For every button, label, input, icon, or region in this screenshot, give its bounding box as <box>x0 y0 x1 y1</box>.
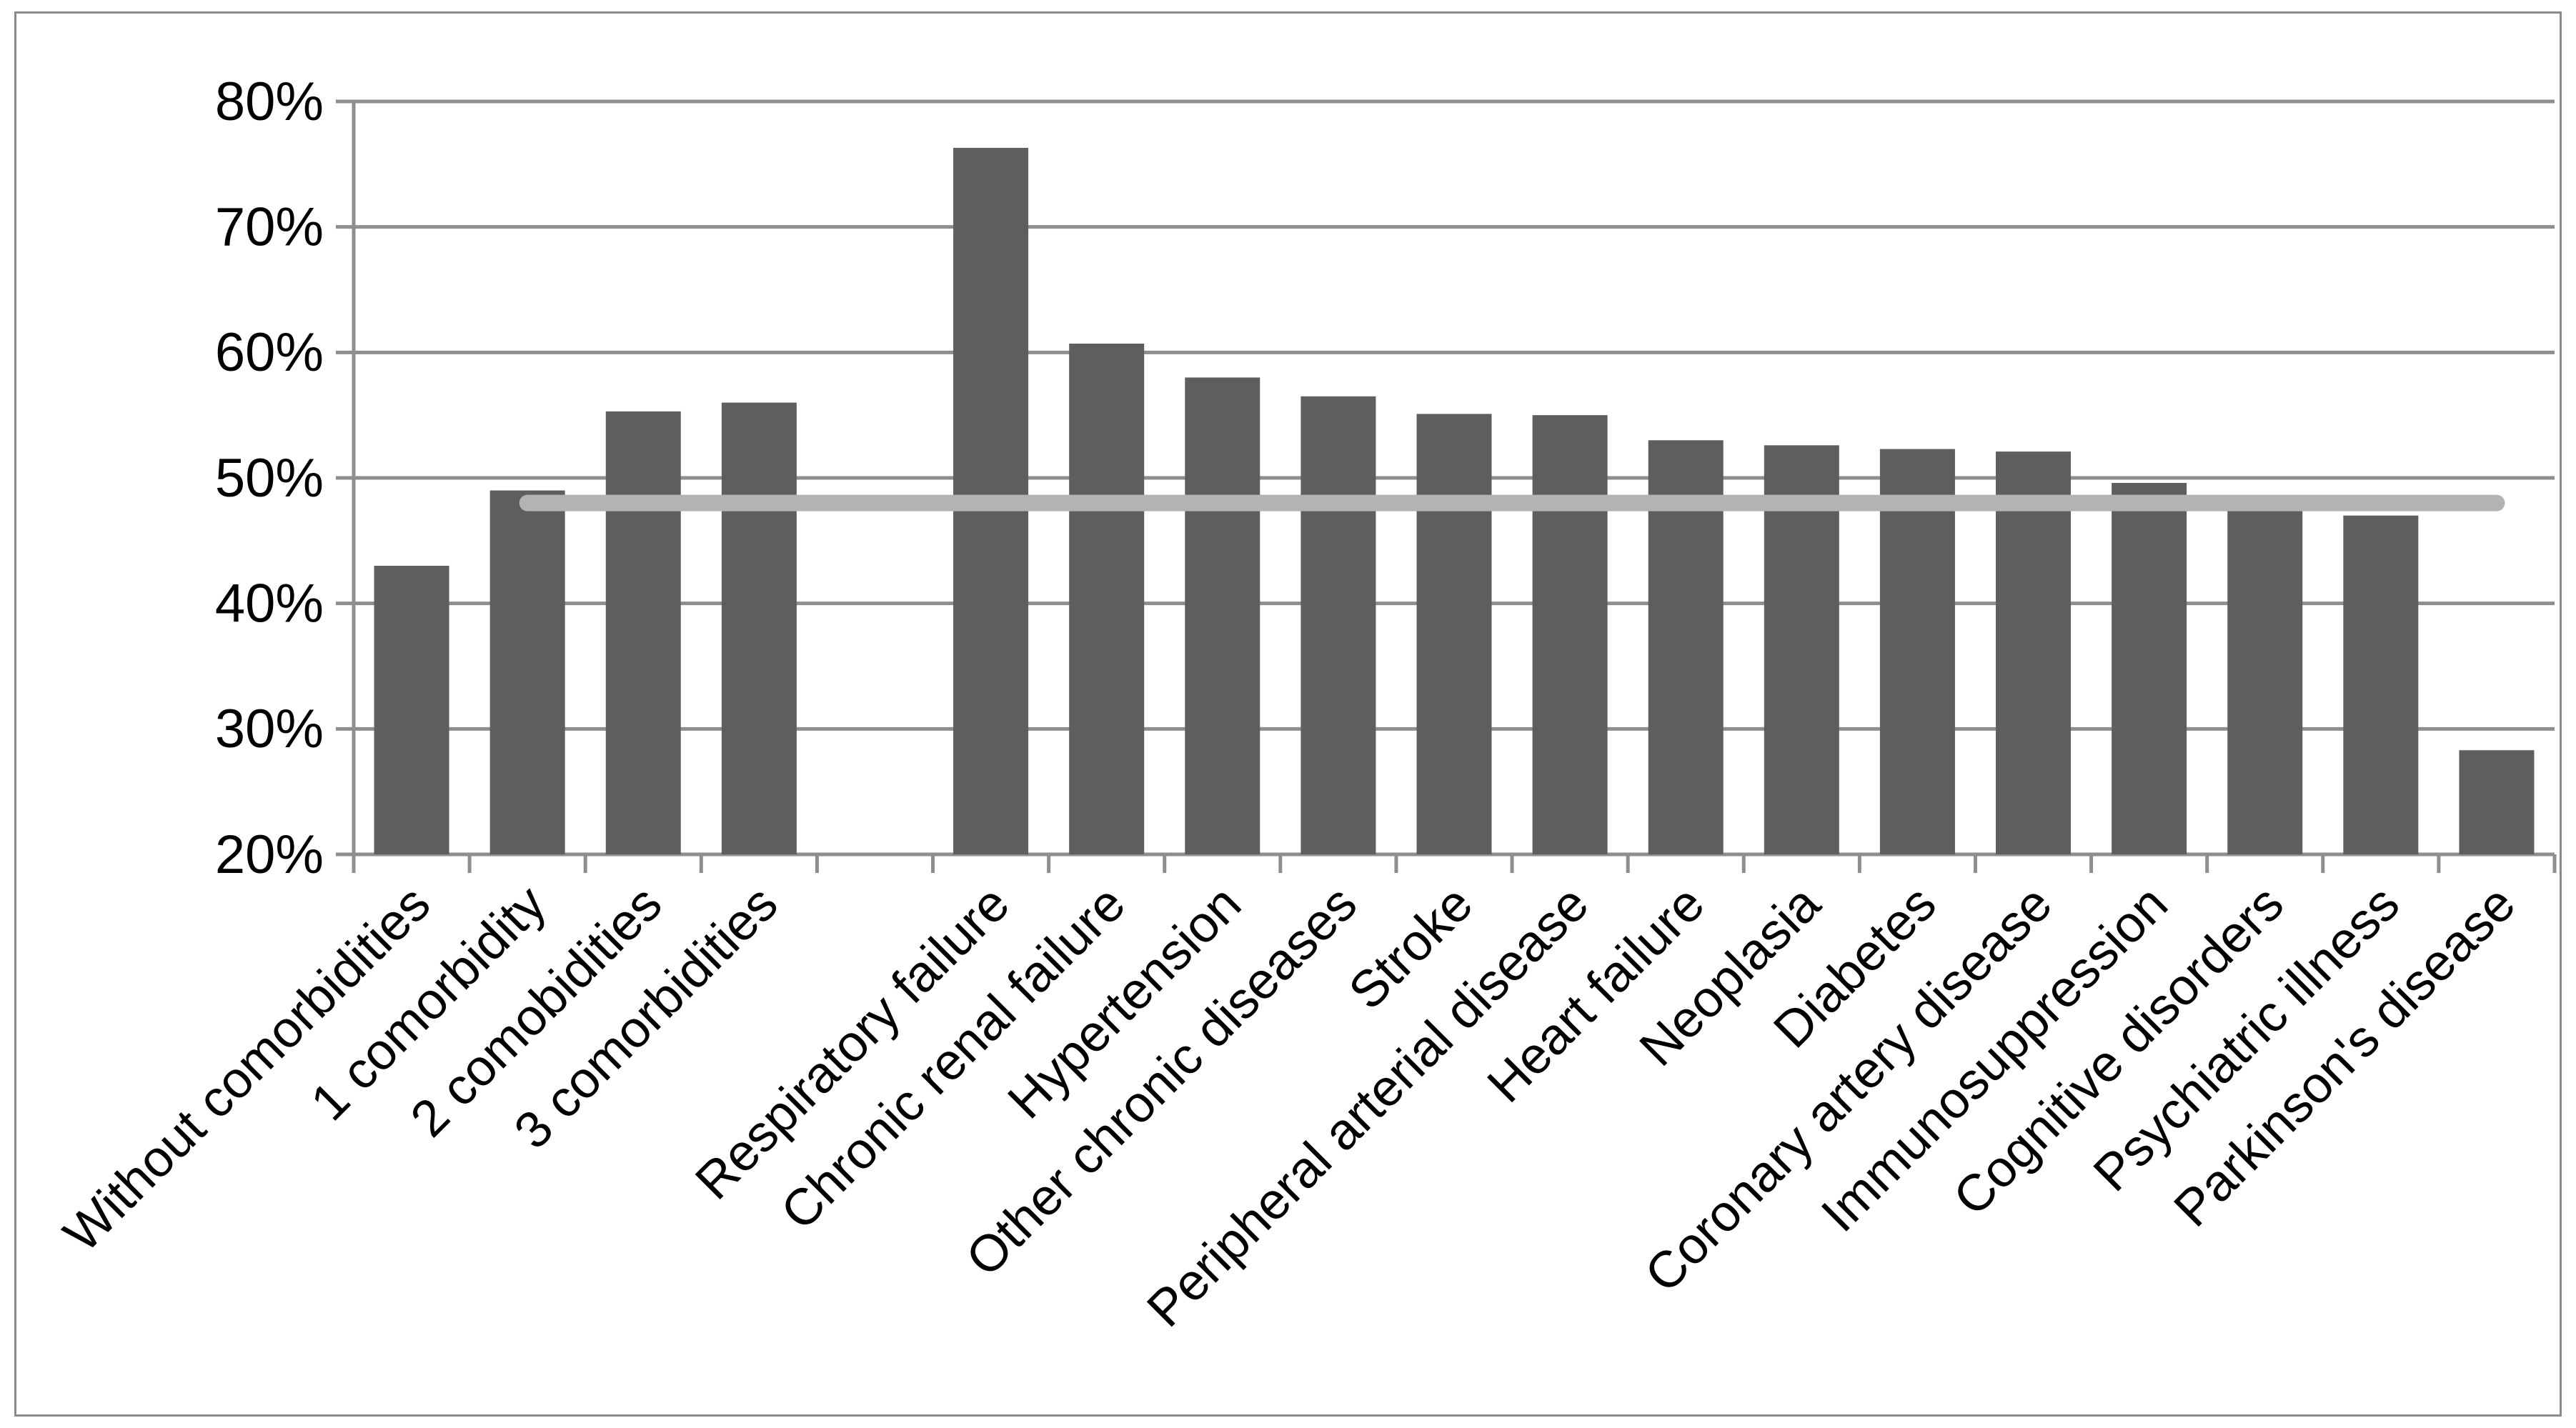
y-axis-tick-label: 20% <box>215 824 324 885</box>
bar-Diabetes <box>1879 449 1955 854</box>
y-axis-tick-label: 80% <box>215 71 324 132</box>
bar-2 comobidities <box>605 411 681 854</box>
y-axis-tick-label: 40% <box>215 574 324 634</box>
bar-1 comorbidity <box>489 490 565 854</box>
bar-Other chronic diseases <box>1301 396 1376 854</box>
bar-Hypertension <box>1185 377 1260 854</box>
y-axis-tick-label: 70% <box>215 197 324 258</box>
bar-Stroke <box>1416 414 1492 854</box>
bar-Neoplasia <box>1764 445 1839 854</box>
bar-Psychiatric illness <box>2343 515 2419 854</box>
bar-Chronic renal failure <box>1069 344 1145 855</box>
bar-Coronary artery disease <box>1996 451 2072 854</box>
bar-Immunosuppression <box>2112 483 2187 854</box>
bar-Without comorbidities <box>374 565 449 854</box>
bar-Peripheral arterial disease <box>1532 415 1608 854</box>
y-axis-tick-label: 60% <box>215 322 324 383</box>
bar-Cognitive disorders <box>2227 510 2303 854</box>
bar-3 comorbidities <box>721 402 797 854</box>
y-axis-tick-label: 50% <box>215 448 324 509</box>
bar-Parkinson's disease <box>2459 750 2535 854</box>
y-axis-tick-label: 30% <box>215 699 324 759</box>
